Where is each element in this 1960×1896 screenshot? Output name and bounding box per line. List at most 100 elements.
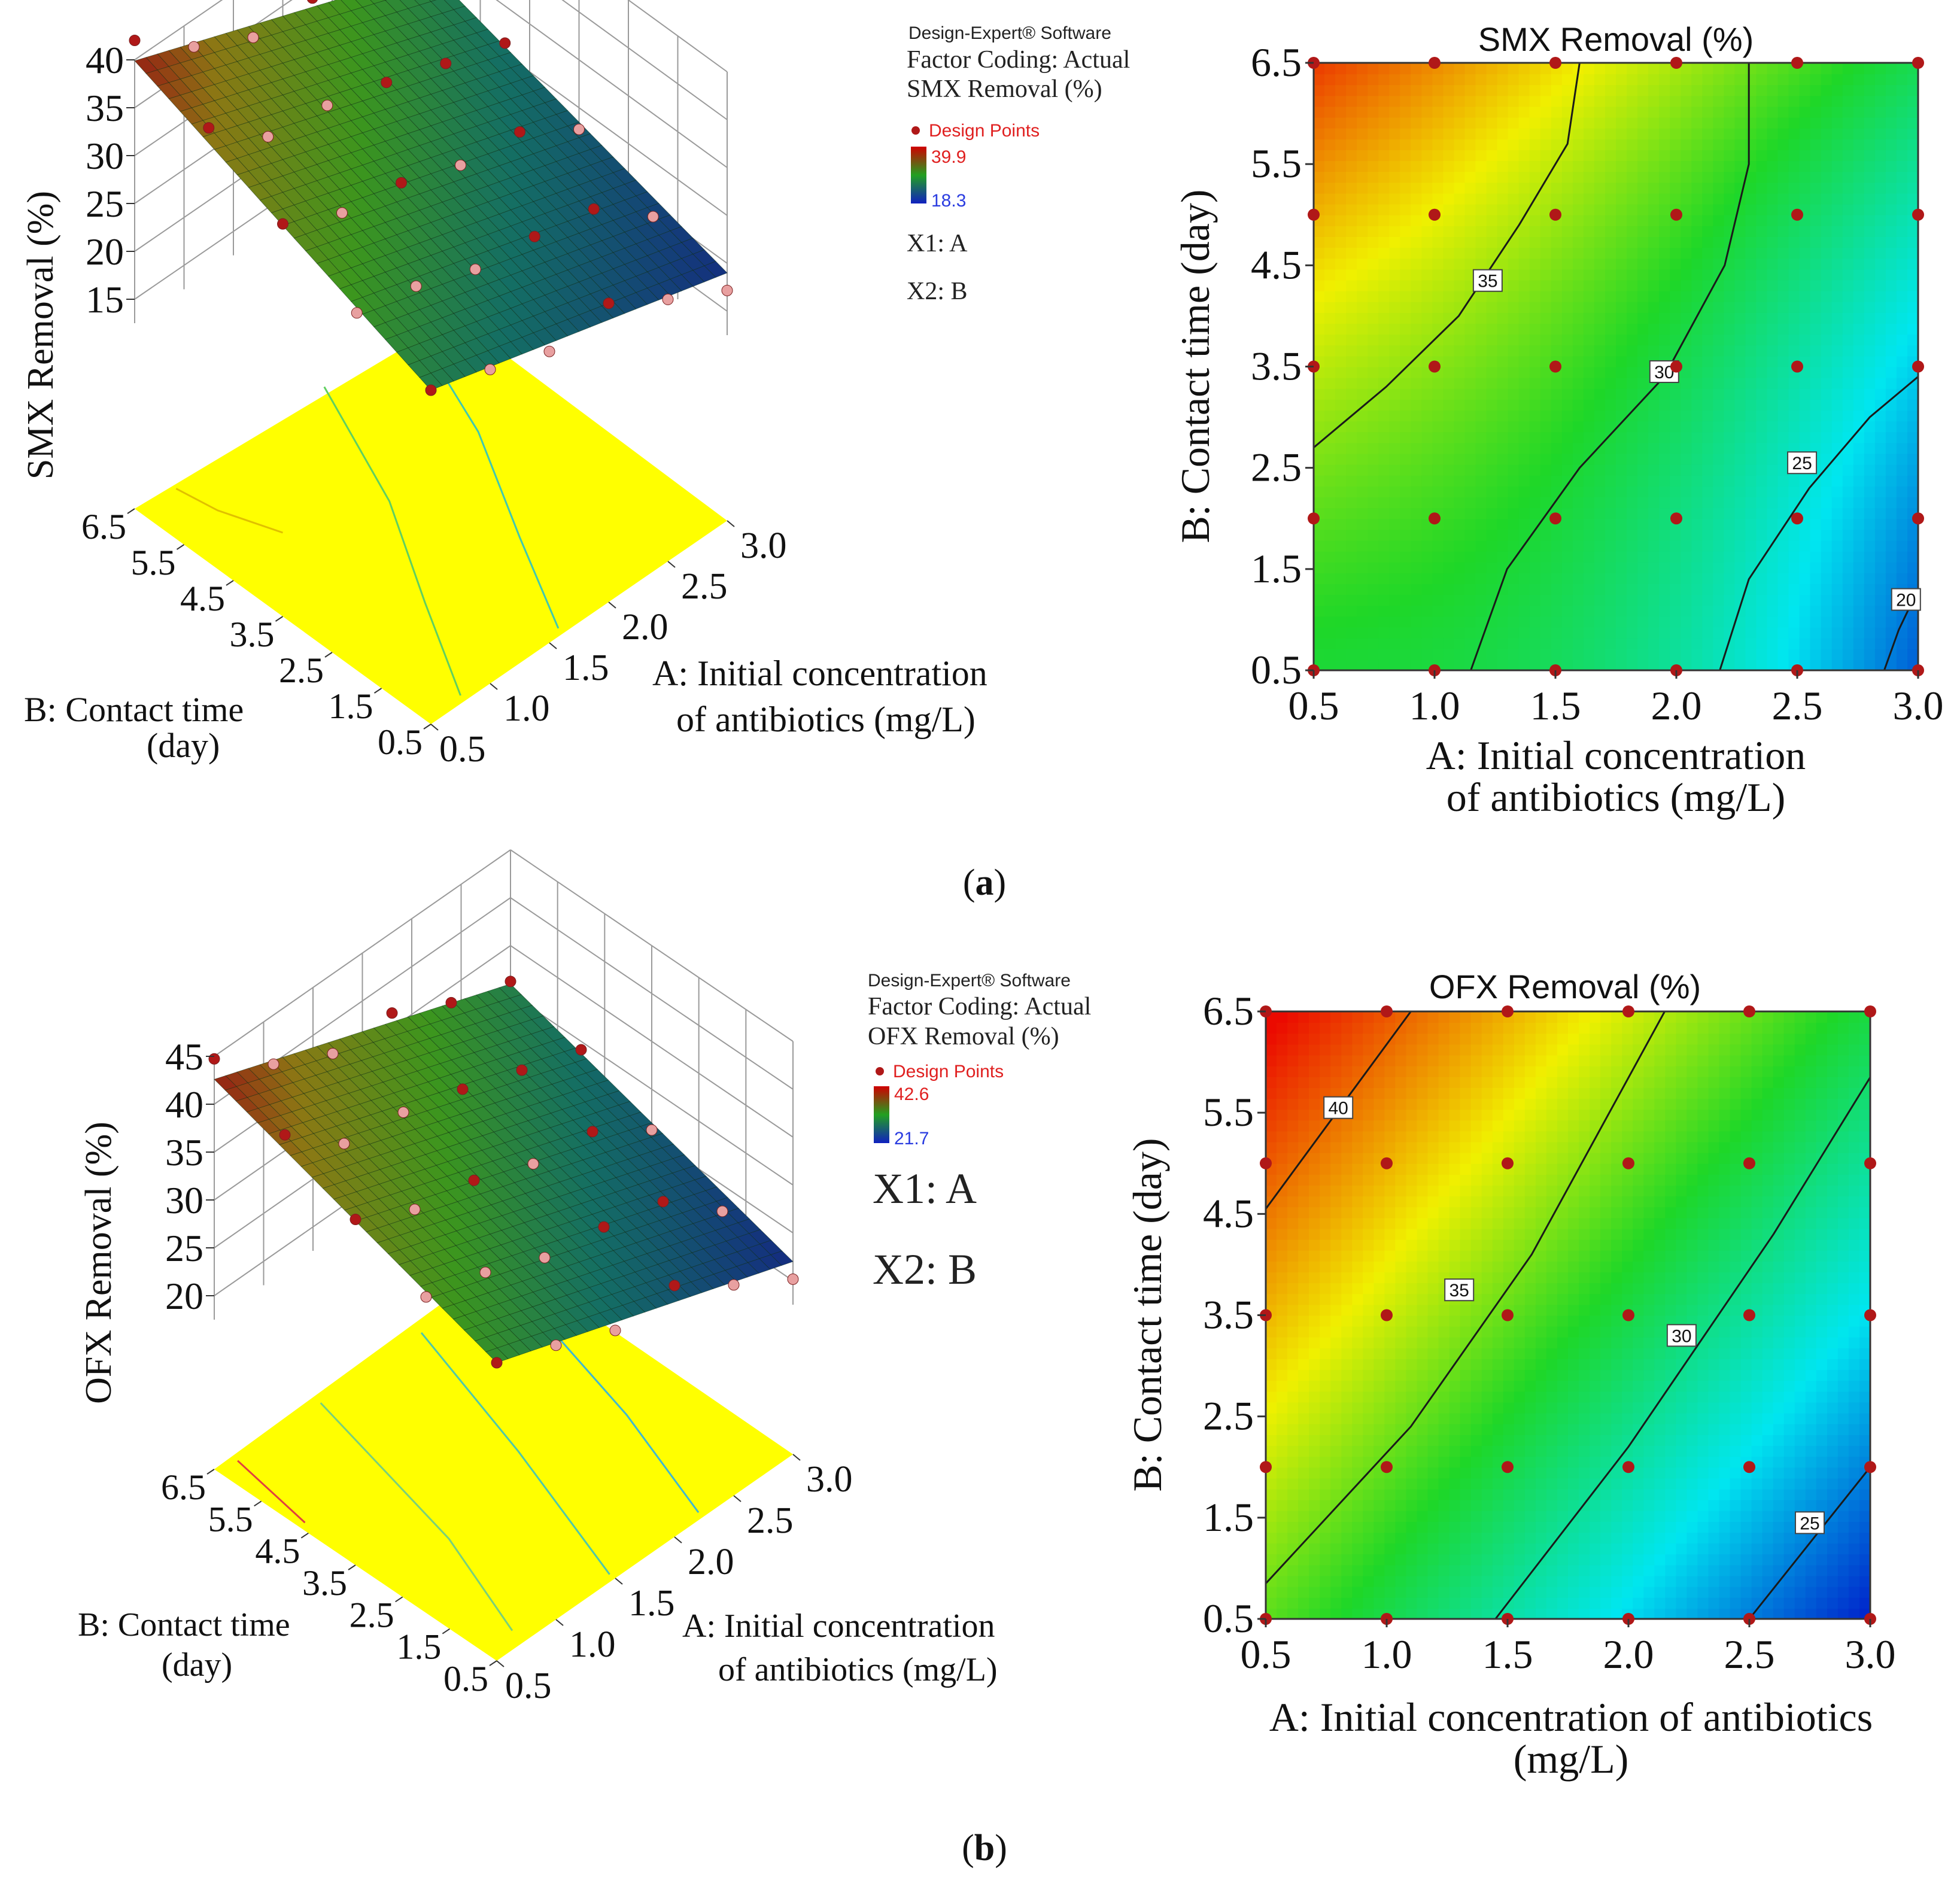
heat-cell xyxy=(1745,138,1757,150)
heat-cell xyxy=(1616,106,1627,118)
heat-cell xyxy=(1681,659,1692,670)
heat-cell xyxy=(1713,203,1725,215)
heat-cell xyxy=(1659,453,1671,465)
heat-cell xyxy=(1287,1532,1299,1544)
heat-cell xyxy=(1874,388,1886,400)
heat-cell xyxy=(1681,182,1692,194)
legend-b-x2: X2: B xyxy=(873,1245,977,1293)
heat-cell xyxy=(1368,659,1379,670)
heat-cell xyxy=(1486,421,1498,433)
heat-cell xyxy=(1788,648,1800,660)
heat-cell xyxy=(1324,345,1336,357)
heat-cell xyxy=(1464,388,1476,400)
heat-cell xyxy=(1454,464,1466,476)
heat-cell xyxy=(1277,1044,1288,1056)
a-tick-mark xyxy=(674,1536,682,1543)
heat-cell xyxy=(1810,529,1822,541)
z-tick-label: 30 xyxy=(86,135,124,177)
heat-cell xyxy=(1443,464,1455,476)
heat-cell xyxy=(1443,138,1455,150)
heat-cell xyxy=(1605,366,1616,378)
heat-cell xyxy=(1777,497,1789,509)
heat-cell xyxy=(1896,464,1908,476)
heat-cell xyxy=(1411,312,1423,324)
heat-cell xyxy=(1454,508,1466,519)
heat-cell xyxy=(1670,95,1682,107)
heat-cell xyxy=(1810,410,1822,422)
heat-cell xyxy=(1421,74,1433,86)
heat-cell xyxy=(1670,160,1682,172)
heat-cell xyxy=(1831,160,1843,172)
heat-cell xyxy=(1287,1250,1299,1262)
heat-cell xyxy=(1529,279,1541,291)
x-tick-label: 2.0 xyxy=(1651,683,1702,728)
heat-cell xyxy=(1627,464,1638,476)
heat-cell xyxy=(1885,399,1897,411)
heat-cell xyxy=(1561,648,1573,660)
heat-cell xyxy=(1400,182,1412,194)
heat-cell xyxy=(1389,334,1401,346)
heat-cell xyxy=(1572,323,1584,335)
heat-cell xyxy=(1464,485,1476,497)
heat-cell xyxy=(1357,214,1369,226)
heat-cell xyxy=(1864,518,1876,530)
heat-cell xyxy=(1266,1412,1277,1424)
heat-cell xyxy=(1314,117,1325,129)
heat-cell xyxy=(1583,421,1595,433)
surface-a-b-label-2: (day) xyxy=(147,726,220,765)
heat-cell xyxy=(1378,388,1390,400)
heat-cell xyxy=(1497,518,1509,530)
heat-cell xyxy=(1411,508,1423,519)
heat-cell xyxy=(1810,584,1822,595)
heat-cell xyxy=(1378,334,1390,346)
heat-cell xyxy=(1357,551,1369,563)
heat-cell xyxy=(1529,214,1541,226)
heat-cell xyxy=(1464,572,1476,584)
heat-cell xyxy=(1777,290,1789,302)
heat-cell xyxy=(1529,366,1541,378)
heat-cell xyxy=(1756,584,1768,595)
heat-cell xyxy=(1702,160,1714,172)
heat-cell xyxy=(1799,279,1811,291)
heat-cell xyxy=(1518,193,1530,205)
heat-cell xyxy=(1454,117,1466,129)
heat-cell xyxy=(1266,1120,1277,1132)
heat-cell xyxy=(1713,432,1725,443)
heat-cell xyxy=(1594,442,1606,454)
heat-cell xyxy=(1799,421,1811,433)
heat-cell xyxy=(1486,150,1498,162)
heat-cell xyxy=(1583,150,1595,162)
heat-cell xyxy=(1810,301,1822,313)
heat-cell xyxy=(1432,453,1444,465)
heat-cell xyxy=(1724,258,1736,270)
heat-cell xyxy=(1583,225,1595,237)
heat-cell xyxy=(1389,453,1401,465)
heat-cell xyxy=(1885,117,1897,129)
surface-cell xyxy=(419,372,443,391)
heat-cell xyxy=(1378,171,1390,183)
heat-cell xyxy=(1616,203,1627,215)
heat-cell xyxy=(1821,95,1833,107)
heat-cell xyxy=(1583,95,1595,107)
heat-cell xyxy=(1594,225,1606,237)
heat-cell xyxy=(1659,464,1671,476)
heat-cell xyxy=(1702,584,1714,595)
heat-cell xyxy=(1810,334,1822,346)
heat-cell xyxy=(1885,203,1897,215)
heat-cell xyxy=(1464,399,1476,411)
heat-cell xyxy=(1400,659,1412,670)
heat-cell xyxy=(1529,421,1541,433)
heat-cell xyxy=(1616,399,1627,411)
heat-cell xyxy=(1907,572,1918,584)
heat-cell xyxy=(1443,497,1455,509)
contour-a-x-label-1: A: Initial concentration xyxy=(1426,733,1806,778)
heat-cell xyxy=(1378,345,1390,357)
heat-cell xyxy=(1648,301,1660,313)
heat-cell xyxy=(1497,366,1509,378)
heat-cell xyxy=(1594,518,1606,530)
design-point xyxy=(455,159,466,171)
heat-cell xyxy=(1670,551,1682,563)
heat-cell xyxy=(1464,117,1476,129)
heat-cell xyxy=(1799,301,1811,313)
